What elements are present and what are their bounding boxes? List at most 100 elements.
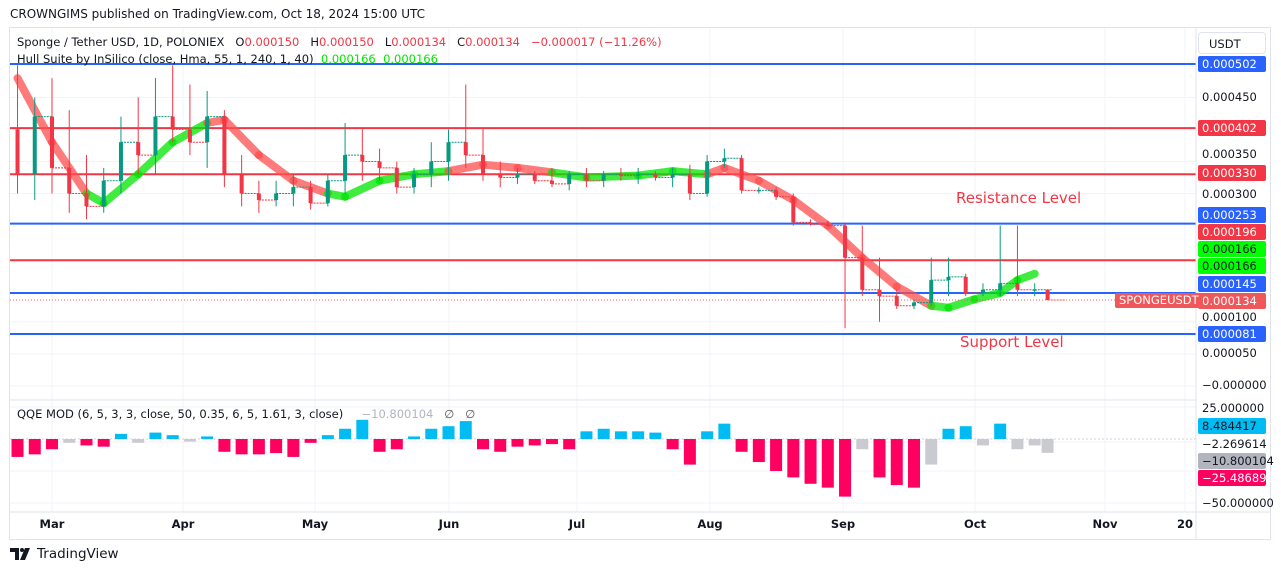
candle-body bbox=[808, 222, 813, 225]
hull-segment bbox=[970, 288, 1005, 304]
symbol-legend[interactable]: Sponge / Tether USD, 1D, POLONIEX O0.000… bbox=[17, 35, 662, 49]
candle-body bbox=[601, 174, 606, 181]
qqe-bar bbox=[597, 428, 610, 439]
candle-body bbox=[429, 161, 434, 175]
qqe-bar bbox=[873, 439, 886, 478]
qqe-bar bbox=[459, 421, 472, 439]
price-tick: 0.000100 bbox=[1202, 310, 1257, 324]
high-label: H bbox=[310, 35, 319, 49]
grid bbox=[10, 28, 1196, 512]
price-label: 0.000196 bbox=[1198, 224, 1266, 240]
price-label: 0.000402 bbox=[1198, 120, 1266, 136]
candles bbox=[15, 65, 1065, 329]
time-tick: Aug bbox=[697, 517, 723, 531]
close-label: C bbox=[457, 35, 466, 49]
qqe-bar bbox=[477, 439, 489, 450]
publisher-line: CROWNGIMS published on TradingView.com, … bbox=[10, 7, 426, 21]
candle-body bbox=[446, 142, 451, 162]
price-label: 0.000081 bbox=[1198, 326, 1266, 342]
candle-body bbox=[549, 180, 554, 184]
qqe-bar bbox=[373, 439, 386, 452]
candle-body bbox=[50, 116, 54, 168]
hull-segment bbox=[789, 195, 832, 230]
hull-value-1: 0.000166 bbox=[320, 52, 376, 66]
candle-body bbox=[912, 302, 916, 306]
open-label: O bbox=[235, 35, 245, 49]
qqe-bar bbox=[770, 439, 783, 471]
price-label: 0.000502 bbox=[1198, 56, 1266, 72]
candle-body bbox=[774, 190, 779, 197]
qqe-label: −10.800104 bbox=[1198, 453, 1274, 469]
candle-body bbox=[205, 116, 210, 143]
qqe-bar bbox=[925, 439, 938, 465]
qqe-bar bbox=[270, 439, 283, 454]
candle-body bbox=[618, 174, 623, 176]
hull-segment bbox=[341, 176, 384, 201]
change-value: −0.000017 (−11.26%) bbox=[530, 35, 662, 49]
qqe-bar bbox=[856, 439, 869, 450]
qqe-bar bbox=[201, 436, 214, 439]
candle-body bbox=[67, 167, 72, 194]
price-tick: 0.000350 bbox=[1202, 147, 1257, 161]
tradingview-logo-icon bbox=[10, 548, 30, 560]
price-tick: −0.000000 bbox=[1202, 378, 1267, 392]
price-label: 0.000166 bbox=[1198, 241, 1266, 257]
hull-segment bbox=[1013, 269, 1039, 285]
hull-legend[interactable]: Hull Suite by InSilico (close, Hma, 55, … bbox=[17, 52, 438, 66]
qqe-bar bbox=[908, 439, 920, 488]
qqe-histogram bbox=[11, 419, 1054, 497]
qqe-bar bbox=[425, 428, 438, 439]
price-label: 0.000145 bbox=[1198, 276, 1266, 292]
candle-body bbox=[894, 296, 899, 306]
price-label: 0.000166 bbox=[1198, 258, 1266, 274]
candle-body bbox=[136, 142, 141, 156]
candle-body bbox=[377, 161, 382, 168]
qqe-bar bbox=[994, 423, 1007, 439]
currency-button[interactable]: USDT bbox=[1198, 32, 1266, 54]
tradingview-logo[interactable]: TradingView bbox=[10, 546, 119, 562]
candle-body bbox=[946, 276, 951, 281]
qqe-bar bbox=[614, 431, 627, 439]
candle-body bbox=[687, 174, 692, 194]
candle-body bbox=[170, 116, 175, 130]
qqe-legend[interactable]: QQE MOD (6, 5, 3, 3, close, 50, 0.35, 6,… bbox=[17, 407, 475, 421]
qqe-value: −10.800104 bbox=[361, 407, 434, 421]
qqe-bar bbox=[666, 439, 679, 450]
candle-body bbox=[239, 174, 244, 194]
time-tick: Nov bbox=[1092, 517, 1118, 531]
qqe-bar bbox=[408, 436, 421, 439]
qqe-bar bbox=[563, 439, 576, 450]
price-tick: 0.000050 bbox=[1202, 346, 1257, 360]
hull-segment bbox=[220, 115, 263, 160]
qqe-bar bbox=[580, 431, 593, 439]
candle-body bbox=[653, 174, 658, 178]
candle-body bbox=[153, 116, 158, 156]
qqe-bar bbox=[132, 439, 145, 443]
qqe-bar bbox=[528, 439, 541, 446]
price-tick: 0.000450 bbox=[1202, 90, 1257, 104]
candle-body bbox=[291, 187, 296, 194]
qqe-bar bbox=[701, 431, 714, 439]
qqe-bar bbox=[183, 439, 196, 442]
time-tick: Sep bbox=[830, 517, 856, 531]
brand-name: TradingView bbox=[37, 546, 119, 562]
qqe-bar bbox=[149, 432, 162, 439]
candle-body bbox=[101, 180, 106, 207]
qqe-bar bbox=[1011, 439, 1024, 450]
qqe-bar bbox=[839, 439, 852, 497]
qqe-bar bbox=[28, 439, 41, 455]
chart-frame bbox=[9, 27, 1271, 540]
qqe-bar bbox=[718, 423, 731, 439]
candle-body bbox=[84, 193, 89, 207]
qqe-bar bbox=[356, 419, 369, 439]
time-tick: Apr bbox=[171, 517, 195, 531]
qqe-bar bbox=[545, 439, 558, 445]
candle-body bbox=[394, 167, 399, 188]
candle-body bbox=[463, 142, 468, 156]
candle-body bbox=[1045, 289, 1050, 300]
candle-body bbox=[739, 158, 744, 191]
qqe-bar bbox=[649, 432, 662, 439]
qqe-label: −25.486893 bbox=[1198, 470, 1274, 486]
low-value: 0.000134 bbox=[391, 35, 447, 49]
